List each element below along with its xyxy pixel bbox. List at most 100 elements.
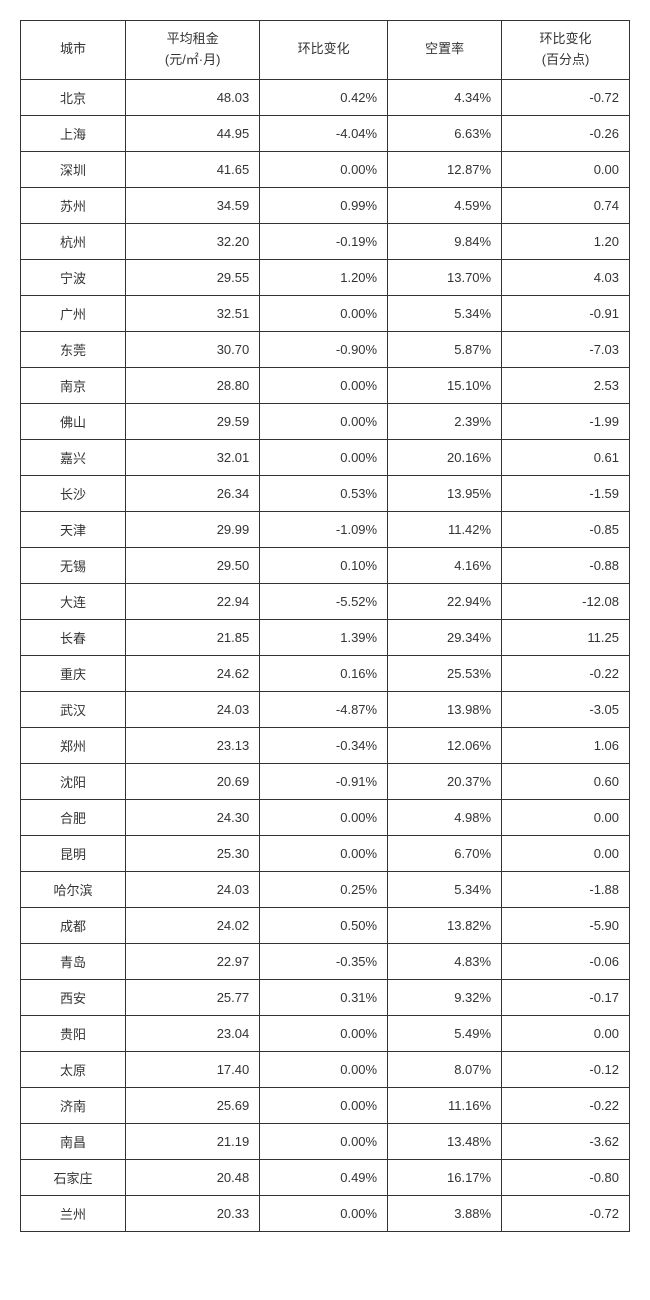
- cell-rent: 22.97: [126, 943, 260, 979]
- cell-rent: 25.77: [126, 979, 260, 1015]
- table-row: 青岛22.97-0.35%4.83%-0.06: [21, 943, 630, 979]
- table-row: 哈尔滨24.030.25%5.34%-1.88: [21, 871, 630, 907]
- cell-rent: 24.30: [126, 799, 260, 835]
- cell-vacancy: 5.34%: [388, 295, 502, 331]
- cell-vacancy: 5.87%: [388, 331, 502, 367]
- table-row: 西安25.770.31%9.32%-0.17: [21, 979, 630, 1015]
- cell-mom-change: -0.90%: [260, 331, 388, 367]
- cell-mom-change: -0.91%: [260, 763, 388, 799]
- cell-city: 济南: [21, 1087, 126, 1123]
- cell-vacancy: 20.16%: [388, 439, 502, 475]
- cell-pct-change: 0.00: [502, 151, 630, 187]
- cell-rent: 24.62: [126, 655, 260, 691]
- cell-city: 昆明: [21, 835, 126, 871]
- cell-rent: 23.13: [126, 727, 260, 763]
- cell-mom-change: -5.52%: [260, 583, 388, 619]
- cell-rent: 17.40: [126, 1051, 260, 1087]
- cell-pct-change: -1.59: [502, 475, 630, 511]
- col-header-vacancy-l1: 空置率: [398, 39, 491, 60]
- table-body: 北京48.030.42%4.34%-0.72上海44.95-4.04%6.63%…: [21, 79, 630, 1231]
- cell-mom-change: 0.00%: [260, 439, 388, 475]
- cell-rent: 20.69: [126, 763, 260, 799]
- cell-rent: 32.51: [126, 295, 260, 331]
- col-header-rent: 平均租金 (元/㎡·月): [126, 21, 260, 80]
- cell-city: 武汉: [21, 691, 126, 727]
- cell-pct-change: -0.85: [502, 511, 630, 547]
- cell-pct-change: 0.00: [502, 1015, 630, 1051]
- cell-pct-change: 0.00: [502, 835, 630, 871]
- cell-city: 青岛: [21, 943, 126, 979]
- cell-city: 宁波: [21, 259, 126, 295]
- cell-pct-change: 0.74: [502, 187, 630, 223]
- cell-vacancy: 6.70%: [388, 835, 502, 871]
- cell-rent: 29.59: [126, 403, 260, 439]
- col-header-vacancy: 空置率: [388, 21, 502, 80]
- table-row: 上海44.95-4.04%6.63%-0.26: [21, 115, 630, 151]
- cell-rent: 21.85: [126, 619, 260, 655]
- cell-city: 广州: [21, 295, 126, 331]
- cell-pct-change: -0.91: [502, 295, 630, 331]
- table-row: 沈阳20.69-0.91%20.37%0.60: [21, 763, 630, 799]
- table-row: 广州32.510.00%5.34%-0.91: [21, 295, 630, 331]
- cell-vacancy: 9.84%: [388, 223, 502, 259]
- cell-mom-change: 0.00%: [260, 1087, 388, 1123]
- table-row: 宁波29.551.20%13.70%4.03: [21, 259, 630, 295]
- cell-city: 苏州: [21, 187, 126, 223]
- table-row: 合肥24.300.00%4.98%0.00: [21, 799, 630, 835]
- cell-vacancy: 12.87%: [388, 151, 502, 187]
- cell-vacancy: 11.42%: [388, 511, 502, 547]
- cell-vacancy: 20.37%: [388, 763, 502, 799]
- cell-pct-change: -0.72: [502, 1195, 630, 1231]
- table-row: 天津29.99-1.09%11.42%-0.85: [21, 511, 630, 547]
- cell-vacancy: 15.10%: [388, 367, 502, 403]
- cell-vacancy: 22.94%: [388, 583, 502, 619]
- col-header-pct-l1: 环比变化: [512, 29, 619, 50]
- cell-mom-change: -0.34%: [260, 727, 388, 763]
- cell-vacancy: 4.98%: [388, 799, 502, 835]
- table-row: 昆明25.300.00%6.70%0.00: [21, 835, 630, 871]
- cell-mom-change: -1.09%: [260, 511, 388, 547]
- table-row: 长春21.851.39%29.34%11.25: [21, 619, 630, 655]
- cell-vacancy: 13.48%: [388, 1123, 502, 1159]
- cell-mom-change: 1.39%: [260, 619, 388, 655]
- cell-pct-change: -0.88: [502, 547, 630, 583]
- cell-pct-change: 2.53: [502, 367, 630, 403]
- cell-pct-change: -1.88: [502, 871, 630, 907]
- cell-vacancy: 29.34%: [388, 619, 502, 655]
- table-row: 北京48.030.42%4.34%-0.72: [21, 79, 630, 115]
- col-header-rent-l1: 平均租金: [136, 29, 249, 50]
- cell-mom-change: 0.00%: [260, 295, 388, 331]
- table-row: 嘉兴32.010.00%20.16%0.61: [21, 439, 630, 475]
- cell-vacancy: 11.16%: [388, 1087, 502, 1123]
- cell-vacancy: 4.83%: [388, 943, 502, 979]
- table-row: 石家庄20.480.49%16.17%-0.80: [21, 1159, 630, 1195]
- cell-city: 成都: [21, 907, 126, 943]
- cell-city: 贵阳: [21, 1015, 126, 1051]
- cell-rent: 48.03: [126, 79, 260, 115]
- cell-vacancy: 8.07%: [388, 1051, 502, 1087]
- header-row: 城市 平均租金 (元/㎡·月) 环比变化 空置率 环比变化 (百分点): [21, 21, 630, 80]
- cell-vacancy: 12.06%: [388, 727, 502, 763]
- cell-mom-change: 0.99%: [260, 187, 388, 223]
- cell-pct-change: -7.03: [502, 331, 630, 367]
- cell-pct-change: -0.17: [502, 979, 630, 1015]
- cell-vacancy: 6.63%: [388, 115, 502, 151]
- cell-mom-change: -4.04%: [260, 115, 388, 151]
- cell-pct-change: -0.80: [502, 1159, 630, 1195]
- table-row: 杭州32.20-0.19%9.84%1.20: [21, 223, 630, 259]
- cell-city: 兰州: [21, 1195, 126, 1231]
- cell-pct-change: -3.05: [502, 691, 630, 727]
- cell-rent: 20.33: [126, 1195, 260, 1231]
- cell-city: 哈尔滨: [21, 871, 126, 907]
- cell-vacancy: 13.95%: [388, 475, 502, 511]
- cell-pct-change: 11.25: [502, 619, 630, 655]
- cell-city: 南昌: [21, 1123, 126, 1159]
- cell-rent: 41.65: [126, 151, 260, 187]
- table-row: 南昌21.190.00%13.48%-3.62: [21, 1123, 630, 1159]
- table-row: 太原17.400.00%8.07%-0.12: [21, 1051, 630, 1087]
- col-header-rent-l2: (元/㎡·月): [136, 50, 249, 71]
- cell-rent: 24.03: [126, 691, 260, 727]
- cell-pct-change: -12.08: [502, 583, 630, 619]
- col-header-mom: 环比变化: [260, 21, 388, 80]
- cell-city: 佛山: [21, 403, 126, 439]
